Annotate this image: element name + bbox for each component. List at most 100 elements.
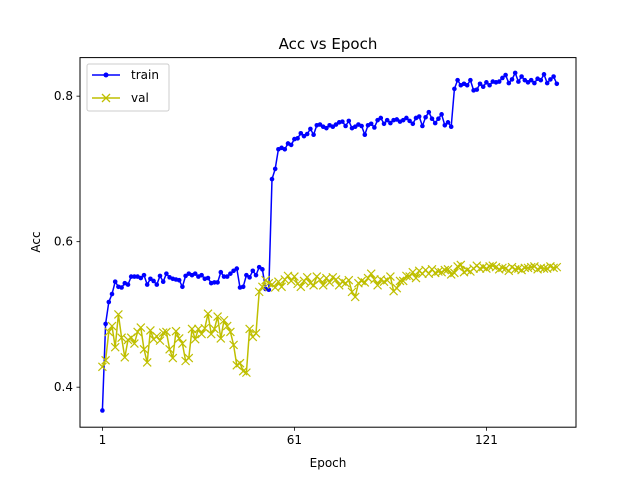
data-point-train — [138, 275, 144, 281]
data-point-train — [343, 123, 348, 129]
data-point-train — [311, 132, 316, 138]
data-point-train — [503, 72, 508, 78]
data-point-val — [257, 282, 267, 292]
legend-train-label: train — [131, 68, 159, 82]
data-point-val — [142, 358, 152, 367]
data-point-train — [304, 131, 310, 137]
data-point-train — [141, 272, 147, 278]
y-tick-label: 0.8 — [54, 89, 73, 103]
data-point-train — [429, 116, 435, 122]
data-point-val — [165, 344, 175, 354]
data-point-val — [241, 368, 251, 378]
data-point-train — [103, 321, 108, 327]
data-point-val — [401, 271, 411, 281]
data-point-train — [512, 70, 518, 76]
y-tick-label: 0.6 — [54, 235, 73, 249]
data-point-train — [468, 77, 473, 83]
data-point-train — [452, 86, 457, 92]
data-point-train — [368, 121, 374, 127]
data-point-val — [177, 339, 187, 348]
data-point-train — [381, 121, 387, 127]
data-point-val — [360, 277, 370, 287]
data-point-val — [139, 344, 149, 354]
data-point-train — [378, 115, 384, 121]
series-layer — [97, 70, 562, 413]
x-axis-label: Epoch — [310, 456, 347, 470]
data-point-val — [219, 315, 229, 325]
legend-train-marker — [103, 72, 109, 78]
data-point-train — [448, 124, 454, 130]
plot-area — [80, 57, 576, 428]
data-point-train — [554, 81, 560, 87]
data-point-train — [484, 80, 489, 85]
data-point-val — [158, 328, 168, 338]
data-point-train — [432, 120, 438, 126]
data-point-val — [449, 268, 459, 278]
data-point-train — [266, 287, 272, 292]
data-point-val — [398, 276, 408, 286]
data-point-train — [436, 116, 441, 122]
data-point-train — [372, 125, 377, 130]
data-point-train — [544, 80, 550, 86]
data-point-train — [288, 142, 294, 148]
data-point-val — [350, 292, 360, 302]
data-point-train — [218, 269, 224, 275]
data-point-train — [410, 121, 416, 127]
data-point-val — [392, 283, 402, 293]
data-point-val — [296, 282, 306, 292]
data-point-val — [347, 287, 357, 297]
data-point-train — [205, 275, 211, 281]
data-point-train — [528, 77, 534, 83]
data-point-train — [125, 282, 131, 287]
data-point-val — [552, 262, 562, 272]
data-point-train — [295, 136, 300, 141]
data-point-val — [344, 275, 354, 285]
data-point-train — [480, 84, 486, 90]
data-point-train — [215, 280, 220, 285]
data-point-train — [308, 126, 313, 132]
data-point-val — [213, 312, 223, 322]
data-point-train — [100, 408, 105, 413]
data-point-val — [110, 342, 120, 352]
data-point-val — [539, 264, 549, 274]
data-point-val — [225, 327, 235, 337]
series-val — [97, 260, 562, 378]
data-point-train — [269, 176, 275, 182]
data-point-train — [541, 72, 547, 77]
data-point-val — [187, 324, 197, 334]
data-point-val — [107, 321, 117, 331]
data-point-train — [192, 271, 198, 276]
data-point-val — [251, 328, 261, 338]
data-point-train — [180, 284, 185, 290]
data-point-train — [260, 267, 265, 272]
data-point-train — [455, 77, 460, 83]
data-point-train — [532, 80, 537, 86]
data-point-train — [500, 75, 505, 81]
data-point-val — [549, 263, 559, 273]
x-tick-label: 121 — [475, 433, 498, 447]
data-point-val — [497, 263, 507, 273]
data-point-val — [235, 358, 245, 368]
data-point-train — [240, 284, 246, 290]
data-point-val — [373, 280, 383, 290]
data-point-val — [286, 276, 296, 286]
data-point-val — [245, 324, 255, 334]
data-point-train — [487, 82, 492, 88]
data-point-train — [340, 119, 345, 124]
data-point-val — [117, 333, 127, 343]
data-point-train — [128, 274, 134, 279]
data-point-val — [113, 310, 123, 319]
y-tick-label: 0.4 — [54, 380, 73, 394]
data-point-val — [171, 326, 181, 336]
data-point-train — [420, 123, 425, 129]
data-point-train — [144, 282, 150, 287]
x-tick-label: 61 — [287, 433, 302, 447]
data-point-val — [216, 334, 226, 343]
data-point-train — [551, 74, 556, 79]
data-point-train — [221, 274, 227, 279]
data-point-val — [395, 276, 405, 286]
x-axis-ticks: 1 61 121 — [99, 427, 498, 447]
data-point-train — [538, 77, 544, 83]
y-axis-ticks: 0.4 0.6 0.8 — [54, 89, 80, 394]
data-point-val — [273, 277, 283, 287]
